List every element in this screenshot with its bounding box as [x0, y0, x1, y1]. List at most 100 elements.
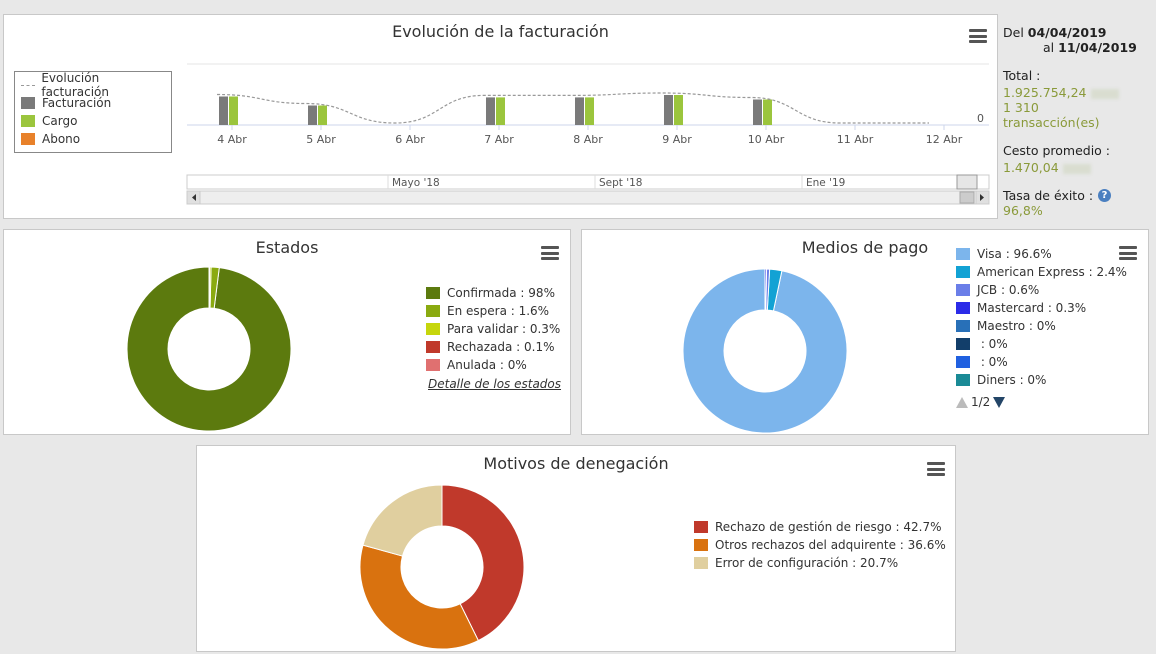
legend-item[interactable]: Mastercard : 0.3%	[956, 299, 1127, 317]
motivos-menu-icon[interactable]	[927, 462, 945, 476]
bar-cargo[interactable]	[229, 96, 238, 126]
legend-item[interactable]: Anulada : 0%	[426, 356, 561, 374]
date-to-row: al 11/04/2019	[1043, 40, 1137, 55]
legend-item[interactable]: Maestro : 0%	[956, 317, 1127, 335]
legend-label: Rechazada : 0.1%	[447, 340, 555, 354]
pager-text: 1/2	[971, 395, 991, 409]
slice-error-de-configuraci-n[interactable]	[362, 484, 443, 557]
transactions-row: 1 310	[1003, 100, 1156, 115]
x-tick-label: 7 Abr	[484, 133, 514, 146]
slice-otros-rechazos-del-adquirente[interactable]	[359, 544, 479, 650]
zero-label: 0	[977, 112, 984, 125]
legend-item[interactable]: American Express : 2.4%	[956, 263, 1127, 281]
total-value-row: 1.925.754,24	[1003, 85, 1156, 100]
pager-up-icon[interactable]	[956, 396, 968, 408]
square-icon	[426, 359, 440, 371]
x-tick-label: 9 Abr	[662, 133, 692, 146]
medios-panel: Medios de pago Visa : 96.6% American Exp…	[581, 229, 1149, 435]
bar-cargo[interactable]	[496, 97, 505, 125]
square-icon	[956, 248, 970, 260]
transactions-label: transacción(es)	[1003, 115, 1100, 130]
bar-cargo[interactable]	[674, 95, 683, 125]
legend-label: Visa : 96.6%	[977, 247, 1052, 261]
success-row: Tasa de éxito : ?	[1003, 188, 1156, 203]
bar-cargo[interactable]	[763, 99, 772, 126]
total-value: 1.925.754,24	[1003, 85, 1087, 100]
legend-item[interactable]: Otros rechazos del adquirente : 36.6%	[694, 536, 946, 554]
scrollbar-thumb[interactable]	[959, 191, 975, 204]
bar-facturacion[interactable]	[308, 105, 317, 126]
slice-rechazada[interactable]	[208, 266, 211, 309]
square-icon	[694, 539, 708, 551]
x-tick-label: 10 Abr	[748, 133, 785, 146]
slice-rechazo-de-gesti-n-de-riesgo[interactable]	[441, 484, 525, 642]
legend-item-evolucion[interactable]: Evolución facturación	[21, 71, 165, 99]
date-to: 11/04/2019	[1058, 40, 1137, 55]
square-icon	[426, 341, 440, 353]
arrow-right-icon	[980, 194, 984, 201]
square-icon	[956, 374, 970, 386]
help-icon[interactable]: ?	[1098, 189, 1112, 202]
legend-item[interactable]: Diners : 0%	[956, 371, 1127, 389]
legend-item[interactable]: JCB : 0.6%	[956, 281, 1127, 299]
legend-item-cargo[interactable]: Cargo	[21, 112, 165, 130]
estados-legend: Confirmada : 98% En espera : 1.6% Para v…	[426, 284, 561, 391]
legend-item[interactable]: Visa : 96.6%	[956, 245, 1127, 263]
navigator[interactable]	[186, 174, 990, 190]
summary-sidebar: Del 04/04/2019 al 11/04/2019 Total : 1.9…	[998, 14, 1156, 219]
medios-donut	[682, 268, 848, 434]
x-tick-label: 5 Abr	[306, 133, 336, 146]
avg-value-row: 1.470,04	[1003, 160, 1156, 175]
x-tick-label: 8 Abr	[573, 133, 603, 146]
legend-item[interactable]: Para validar : 0.3%	[426, 320, 561, 338]
square-icon	[956, 338, 970, 350]
estados-menu-icon[interactable]	[541, 246, 559, 260]
legend-label: Maestro : 0%	[977, 319, 1056, 333]
legend-item[interactable]: Confirmada : 98%	[426, 284, 561, 302]
square-icon	[956, 302, 970, 314]
legend-label: Facturación	[42, 96, 112, 110]
legend-label: Diners : 0%	[977, 373, 1047, 387]
legend-item[interactable]: Rechazada : 0.1%	[426, 338, 561, 356]
slice-visa[interactable]	[682, 268, 848, 434]
motivos-title: Motivos de denegación	[483, 454, 669, 473]
dashed-line-icon	[21, 84, 36, 86]
estados-detail-link[interactable]: Detalle de los estados	[428, 377, 562, 391]
legend-label: Cargo	[42, 114, 78, 128]
slice-confirmada[interactable]	[126, 266, 292, 432]
pager-down-icon[interactable]	[993, 396, 1006, 408]
evolution-menu-icon[interactable]	[969, 29, 987, 43]
bar-facturacion[interactable]	[664, 95, 673, 125]
bar-facturacion[interactable]	[753, 99, 762, 126]
slice-mastercard[interactable]	[764, 268, 768, 311]
legend-item[interactable]: : 0%	[956, 353, 1127, 371]
legend-label: : 0%	[977, 355, 1008, 369]
scrollbar-track[interactable]	[186, 190, 990, 205]
medios-menu-icon[interactable]	[1119, 246, 1137, 260]
bar-facturacion[interactable]	[219, 96, 228, 126]
legend-item[interactable]: En espera : 1.6%	[426, 302, 561, 320]
bar-cargo[interactable]	[318, 105, 327, 126]
legend-item[interactable]: : 0%	[956, 335, 1127, 353]
evolution-panel: Evolución de la facturación Evolución fa…	[3, 14, 998, 219]
navigator-range-handle[interactable]	[956, 174, 978, 190]
x-tick-label: 6 Abr	[395, 133, 425, 146]
legend-item[interactable]: Rechazo de gestión de riesgo : 42.7%	[694, 518, 946, 536]
legend-item-facturacion[interactable]: Facturación	[21, 94, 165, 112]
bar-facturacion[interactable]	[575, 97, 584, 125]
avg-label: Cesto promedio :	[1003, 143, 1111, 158]
x-tick-label: 12 Abr	[926, 133, 963, 146]
estados-title: Estados	[255, 238, 319, 257]
legend-item-abono[interactable]: Abono	[21, 130, 165, 148]
legend-item[interactable]: Error de configuración : 20.7%	[694, 554, 946, 572]
navigator-label: Mayo '18	[392, 177, 440, 189]
bar-cargo[interactable]	[585, 97, 594, 125]
avg-value: 1.470,04	[1003, 160, 1059, 175]
legend-label: Evolución facturación	[41, 71, 109, 99]
bar-facturacion[interactable]	[486, 97, 495, 125]
date-from: 04/04/2019	[1027, 25, 1107, 40]
total-label: Total :	[1003, 68, 1041, 83]
evolution-line	[216, 92, 929, 124]
transactions-count: 1 310	[1003, 100, 1039, 115]
legend-label: Otros rechazos del adquirente : 36.6%	[715, 538, 946, 552]
